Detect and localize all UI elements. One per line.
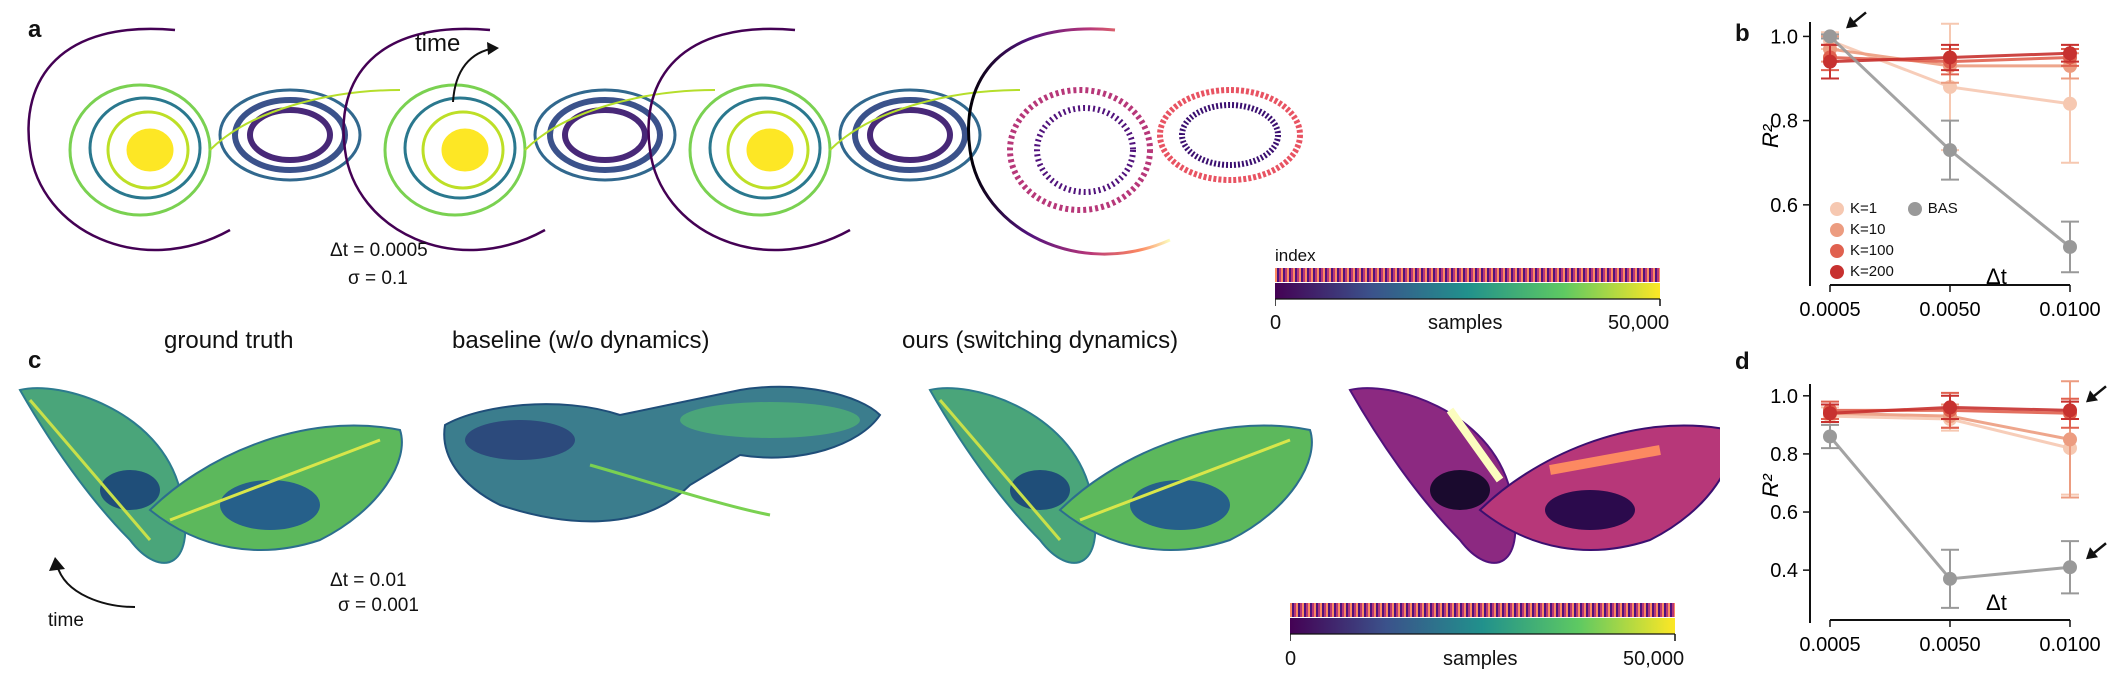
legend-label: K=200 — [1850, 263, 1894, 280]
legend-label: K=10 — [1850, 221, 1886, 238]
time-arrow-icon — [452, 42, 499, 103]
legend-item-k100: K=100 — [1830, 242, 1894, 259]
y-tick-label: 0.6 — [1770, 195, 1798, 217]
data-point — [2063, 46, 2077, 61]
x-tick-label: 0.0050 — [1919, 634, 1980, 656]
y-axis-label: R² — [1758, 124, 1783, 148]
x-tick-label: 0.0100 — [2039, 634, 2100, 656]
y-tick-label: 1.0 — [1770, 386, 1798, 408]
panel-a-colorbar — [1275, 268, 1661, 306]
data-point — [2063, 96, 2077, 111]
y-tick-label: 1.0 — [1770, 26, 1798, 48]
panel-c-title-baseline: baseline (w/o dynamics) — [452, 327, 710, 354]
legend-item-bas: BAS — [1907, 200, 1958, 217]
legend-dot-icon — [1830, 201, 1844, 216]
x-tick-label: 0.0005 — [1799, 634, 1860, 656]
data-point — [2063, 560, 2077, 575]
time-arrow-icon-c — [49, 557, 136, 608]
legend-item-k10: K=10 — [1830, 221, 1894, 238]
panel-letter-b: b — [1735, 20, 1750, 47]
data-point — [1823, 406, 1837, 421]
cbar-a-min: 0 — [1270, 312, 1282, 334]
panel-c-colorbar — [1290, 603, 1676, 641]
sigma-text-a: σ = 0.1 — [348, 268, 408, 289]
cbar-c-min: 0 — [1285, 648, 1297, 670]
panel-c-title-ground-truth: ground truth — [164, 327, 294, 354]
legend-item-k200: K=200 — [1830, 263, 1894, 280]
data-point — [1943, 400, 1957, 415]
legend-item-k1: K=1 — [1830, 200, 1894, 217]
sigma-text-c: σ = 0.001 — [338, 595, 419, 616]
data-point — [2063, 432, 2077, 447]
legend-label: K=100 — [1850, 242, 1894, 259]
arrow-head-icon — [2086, 547, 2098, 560]
x-axis-label: Δt — [1986, 264, 2007, 289]
data-point — [1823, 429, 1837, 444]
legend-dot-icon — [1830, 264, 1844, 279]
panel-letter-c: c — [28, 347, 42, 374]
legend-dot-icon — [1907, 201, 1922, 216]
index-label: index — [1275, 246, 1316, 265]
cbar-a-max: 50,000 — [1608, 312, 1670, 334]
x-tick-label: 0.0050 — [1919, 299, 1980, 321]
y-tick-label: 0.4 — [1770, 560, 1798, 582]
data-point — [2063, 403, 2077, 418]
data-point — [1823, 54, 1837, 69]
time-label-c: time — [48, 610, 84, 631]
panel-c-title-ours: ours (switching dynamics) — [902, 327, 1179, 354]
legend-dot-icon — [1830, 243, 1844, 258]
y-axis-label: R² — [1758, 474, 1783, 498]
panel-a-attractors — [0, 0, 1303, 256]
data-point — [1943, 50, 1957, 65]
cbar-c-samples: samples — [1443, 648, 1518, 670]
x-tick-label: 0.0100 — [2039, 299, 2100, 321]
data-point — [1943, 143, 1957, 158]
y-tick-label: 0.6 — [1770, 502, 1798, 524]
y-tick-label: 0.8 — [1770, 111, 1798, 133]
chart-b-legend: K=1 BAS K=10 K=100 K=200 — [1830, 200, 1958, 280]
time-label-a: time — [415, 30, 461, 57]
arrow-head-icon — [2086, 390, 2098, 403]
panel-letter-d: d — [1735, 348, 1750, 375]
legend-dot-icon — [1830, 222, 1844, 237]
cbar-a-samples: samples — [1428, 312, 1503, 334]
x-tick-label: 0.0005 — [1799, 299, 1860, 321]
panel-c-attractors — [18, 385, 1720, 565]
panel-letter-a: a — [28, 16, 42, 43]
dt-text-a: Δt = 0.0005 — [330, 240, 428, 261]
legend-label: BAS — [1927, 200, 1958, 217]
cbar-c-max: 50,000 — [1623, 648, 1685, 670]
y-tick-label: 0.8 — [1770, 444, 1798, 466]
chart-b: 0.6 0.8 1.0 0.0005 0.0050 0.0100 Δt R² — [1758, 11, 2101, 321]
dt-text-c: Δt = 0.01 — [330, 570, 407, 591]
chart-d: 0.4 0.6 0.8 1.0 0.0005 0.0050 0.0100 Δt R² — [1758, 380, 2107, 656]
data-point — [1943, 571, 1957, 586]
data-point — [2063, 239, 2077, 254]
x-axis-label: Δt — [1986, 590, 2007, 615]
arrow-head-icon — [1846, 16, 1858, 29]
data-point — [1823, 29, 1837, 44]
legend-label: K=1 — [1850, 200, 1878, 217]
